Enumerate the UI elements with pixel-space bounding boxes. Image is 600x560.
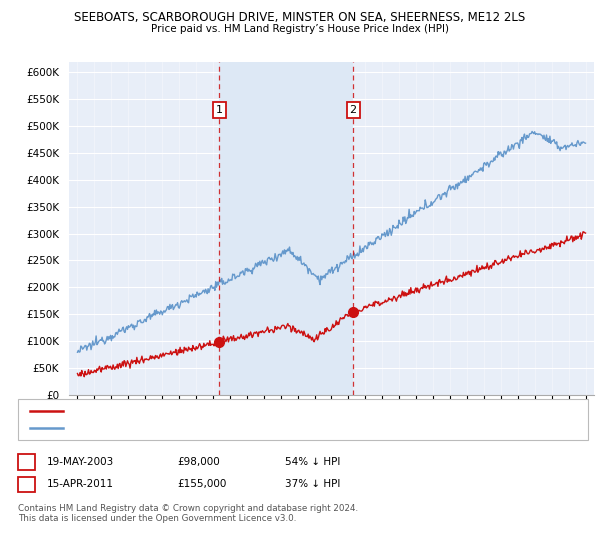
Text: £98,000: £98,000 [177,457,220,467]
Text: Contains HM Land Registry data © Crown copyright and database right 2024.
This d: Contains HM Land Registry data © Crown c… [18,504,358,524]
Text: HPI: Average price, detached house, Swale: HPI: Average price, detached house, Swal… [69,424,273,433]
Text: Price paid vs. HM Land Registry’s House Price Index (HPI): Price paid vs. HM Land Registry’s House … [151,24,449,34]
Text: 2: 2 [23,479,30,489]
Text: SEEBOATS, SCARBOROUGH DRIVE, MINSTER ON SEA, SHEERNESS, ME12 2LS (detached: SEEBOATS, SCARBOROUGH DRIVE, MINSTER ON … [69,406,483,415]
Text: 37% ↓ HPI: 37% ↓ HPI [285,479,340,489]
Text: 54% ↓ HPI: 54% ↓ HPI [285,457,340,467]
Text: 2: 2 [350,105,357,115]
Text: 19-MAY-2003: 19-MAY-2003 [47,457,114,467]
Text: 15-APR-2011: 15-APR-2011 [47,479,114,489]
Text: £155,000: £155,000 [177,479,226,489]
Bar [220,62,353,395]
Text: 1: 1 [23,457,30,467]
Text: SEEBOATS, SCARBOROUGH DRIVE, MINSTER ON SEA, SHEERNESS, ME12 2LS: SEEBOATS, SCARBOROUGH DRIVE, MINSTER ON … [74,11,526,24]
Text: 1: 1 [216,105,223,115]
